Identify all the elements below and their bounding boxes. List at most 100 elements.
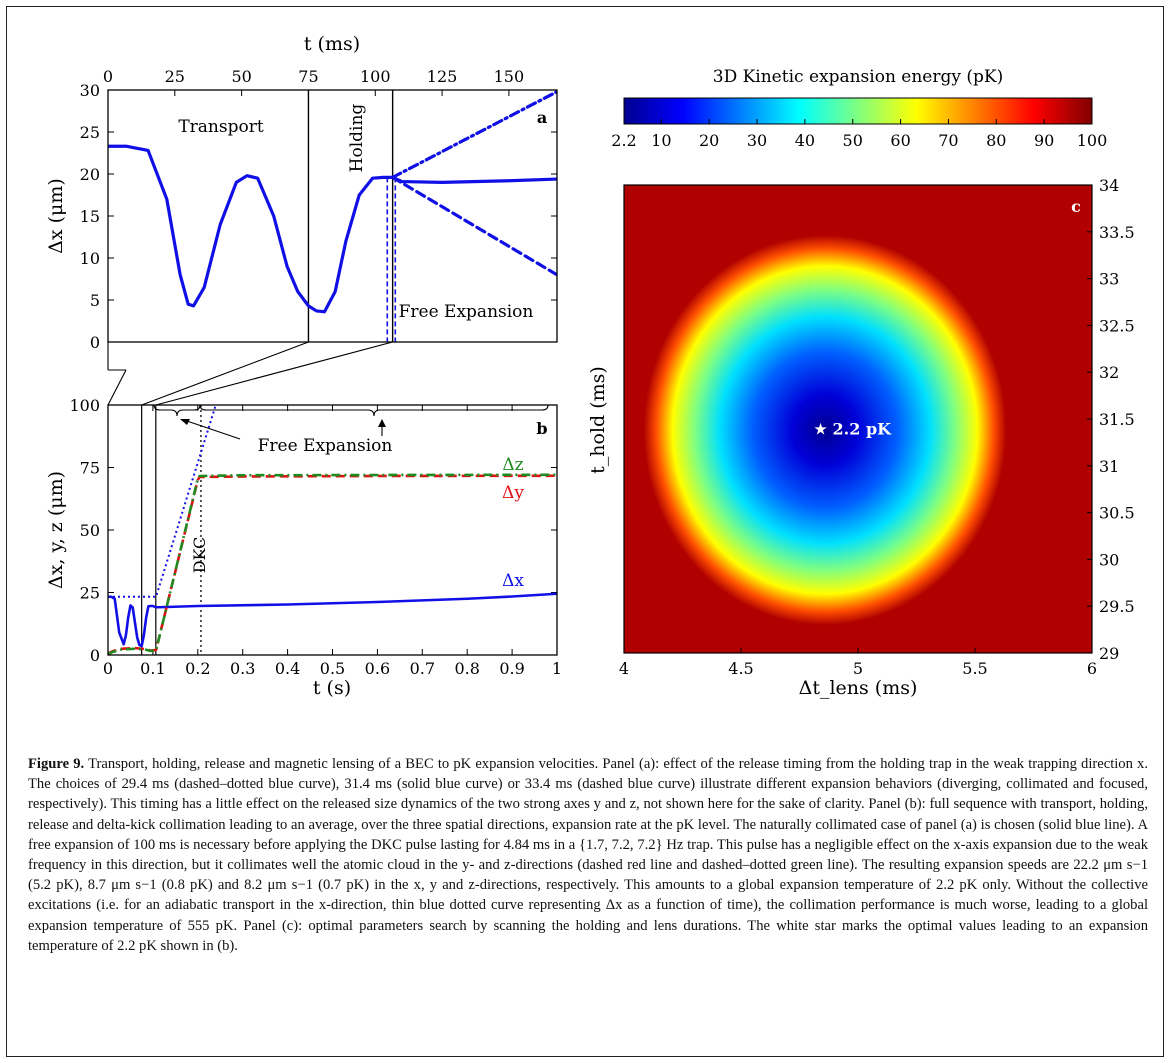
panel-b-series-adiabatic-dx (108, 405, 217, 598)
free-expansion-arrow (183, 419, 241, 440)
panel-c-y-tick-label: 31.5 (1099, 410, 1135, 429)
panel-b-y-axis-label: Δx, y, z (μm) (45, 471, 67, 589)
colorbar-tick-label: 10 (651, 131, 671, 150)
colorbar (623, 97, 1093, 125)
panel-a-series-dashed-3 (391, 175, 557, 277)
panel-a-x-tick-label: 75 (298, 67, 318, 86)
panel-a-y-tick-label: 25 (80, 123, 100, 142)
panel-b-x-tick-label: 0.7 (410, 659, 435, 678)
colorbar-tick-label: 20 (699, 131, 719, 150)
panel-b-x-axis-label: t (s) (313, 677, 351, 699)
panel-c: 3D Kinetic expansion energy (pK) 2.2 10 20… (587, 67, 1135, 699)
panel-b-x-tick-label: 1 (552, 659, 562, 678)
panel-b-y-tick-label: 50 (80, 521, 100, 540)
colorbar-tick-label: 50 (843, 131, 863, 150)
panel-b-series-delta-x (108, 592, 557, 648)
panel-c-y-tick-label: 29 (1099, 644, 1119, 663)
panel-a-series-solid-0 (108, 144, 395, 314)
legend-delta-y: Δy (502, 483, 524, 503)
panel-b-x-tick-label: 0.9 (499, 659, 524, 678)
panel-b-y-tick-label: 100 (69, 396, 100, 415)
colorbar-tick-label: 60 (890, 131, 910, 150)
colorbar-tick-label: 80 (986, 131, 1006, 150)
brace-short-free-expansion (153, 404, 201, 417)
panel-b-x-tick-label: 0.1 (140, 659, 165, 678)
annotation-b-free-expansion: Free Expansion (258, 436, 393, 456)
figure-frame (6, 6, 1164, 1057)
colorbar-tick-label: 70 (938, 131, 958, 150)
colorbar-tick-label: 90 (1034, 131, 1054, 150)
panel-b-y-tick-label: 0 (90, 646, 100, 665)
heatmap (624, 185, 1092, 653)
panel-b-x-tick-label: 0.2 (185, 659, 210, 678)
colorbar-tick-label: 2.2 (611, 131, 636, 150)
panel-a-series-dashdot-2 (391, 90, 557, 179)
panel-c-y-tick-label: 33.5 (1099, 223, 1135, 242)
panel-c-y-tick-label: 30.5 (1099, 504, 1135, 523)
panel-c-x-tick-label: 5.5 (962, 659, 987, 678)
legend-delta-z: Δz (502, 455, 523, 475)
panel-c-x-axis-label: Δt_lens (ms) (799, 677, 918, 699)
panel-c-y-tick-label: 29.5 (1099, 597, 1135, 616)
panel-b-y-tick-label: 75 (80, 459, 100, 478)
panel-a: t (ms) 0 25 50 75 100 125 150 0 5 10 15 20 25 30 Δx … (45, 33, 558, 352)
panel-c-x-tick-label: 5 (853, 659, 863, 678)
panel-a-y-axis-label: Δx (μm) (45, 178, 67, 254)
optimum-star-marker: ★ (813, 419, 827, 438)
panel-b-x-tick-label: 0 (103, 659, 113, 678)
panel-c-y-tick-label: 30 (1099, 550, 1119, 569)
colorbar-tick-label: 30 (747, 131, 767, 150)
panel-c-x-tick-label: 4.5 (728, 659, 753, 678)
panel-c-x-tick-label: 6 (1087, 659, 1097, 678)
panel-c-y-tick-label: 31 (1099, 457, 1119, 476)
panel-a-x-tick-label: 125 (427, 67, 458, 86)
panel-c-y-axis-label: t_hold (ms) (587, 366, 609, 474)
colorbar-tick-label: 100 (1077, 131, 1108, 150)
figure-caption: Figure 9. Transport, holding, release an… (28, 754, 1148, 956)
panel-a-x-tick-label: 100 (360, 67, 391, 86)
panel-a-x-tick-label: 50 (231, 67, 251, 86)
caption-text: Transport, holding, release and magnetic… (28, 756, 1148, 954)
colorbar-label: 3D Kinetic expansion energy (pK) (713, 67, 1004, 87)
panel-a-series-solid-1 (391, 175, 557, 184)
panel-a-x-tick-label: 0 (103, 67, 113, 86)
panel-a-top-axis-label: t (ms) (304, 33, 360, 55)
annotation-dkc: DKC (190, 537, 209, 574)
annotation-transport: Transport (178, 117, 264, 137)
panel-a-y-tick-label: 10 (80, 249, 100, 268)
panel-c-label: c (1071, 197, 1081, 216)
panel-a-frame (107, 89, 558, 343)
panel-b-x-tick-label: 0.8 (454, 659, 479, 678)
panel-c-y-tick-label: 33 (1099, 270, 1119, 289)
legend-delta-x: Δx (502, 571, 524, 591)
optimum-value-label: 2.2 pK (833, 419, 893, 438)
panel-b-y-tick-label: 25 (80, 584, 100, 603)
panel-a-y-tick-label: 30 (80, 81, 100, 100)
panel-b: 0 0.1 0.2 0.3 0.4 0.5 0.6 0.7 0.8 0.9 1 0 25 50 75 100… (45, 396, 562, 699)
panel-a-y-tick-label: 0 (90, 333, 100, 352)
panel-b-frame (107, 404, 558, 656)
panel-b-series-delta-z (108, 473, 557, 655)
panel-b-x-tick-label: 0.3 (230, 659, 255, 678)
panel-b-label: b (536, 419, 547, 438)
zoom-connectors (107, 341, 393, 406)
panel-b-x-tick-label: 0.5 (320, 659, 345, 678)
panel-b-series-delta-y (108, 474, 557, 655)
panel-a-x-tick-label: 150 (494, 67, 525, 86)
caption-title: Figure 9. (28, 756, 85, 772)
panel-a-label: a (537, 108, 547, 127)
panel-c-y-tick-label: 32.5 (1099, 316, 1135, 335)
panel-b-x-tick-label: 0.6 (365, 659, 390, 678)
panel-a-y-tick-label: 20 (80, 165, 100, 184)
annotation-free-expansion: Free Expansion (399, 302, 534, 322)
annotation-holding: Holding (347, 104, 367, 173)
panel-b-x-tick-label: 0.4 (275, 659, 300, 678)
brace-long-free-expansion (199, 404, 549, 417)
panel-c-y-tick-label: 34 (1099, 176, 1119, 195)
panel-a-y-tick-label: 5 (90, 291, 100, 310)
panel-c-x-tick-label: 4 (619, 659, 629, 678)
panel-a-y-tick-label: 15 (80, 207, 100, 226)
colorbar-tick-label: 40 (795, 131, 815, 150)
panel-a-x-tick-label: 25 (165, 67, 185, 86)
